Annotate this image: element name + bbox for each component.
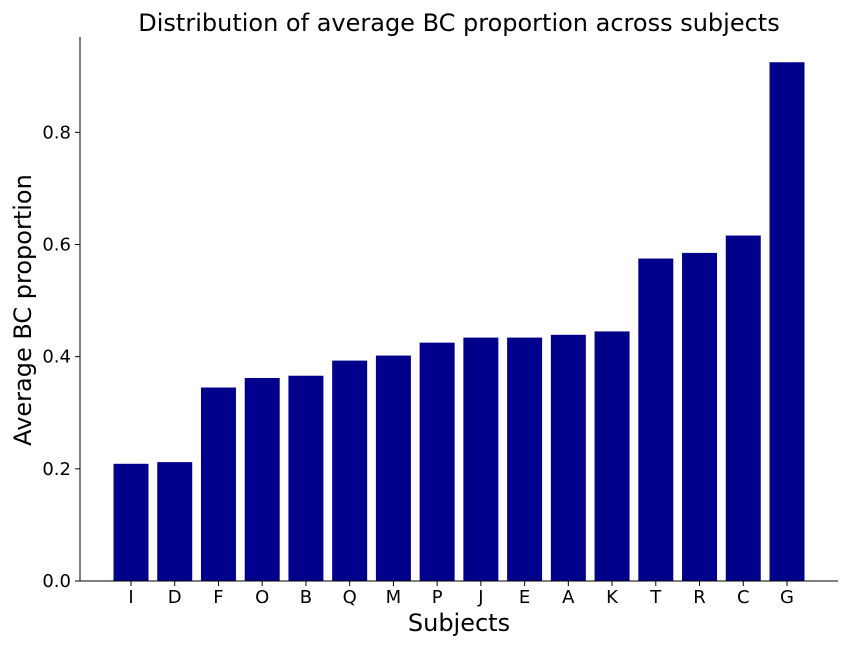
bar-F xyxy=(200,387,236,581)
bar-T xyxy=(638,258,674,581)
y-axis-label: Average BC proportion xyxy=(9,174,37,446)
bar-J xyxy=(463,337,499,581)
x-tick-label: D xyxy=(168,587,182,608)
y-tick-label: 0.4 xyxy=(42,347,71,368)
x-tick-label: T xyxy=(649,587,662,608)
x-tick-label: I xyxy=(128,587,133,608)
chart-title: Distribution of average BC proportion ac… xyxy=(138,9,779,37)
x-tick-label: E xyxy=(519,587,530,608)
y-tick-label: 0.8 xyxy=(42,122,71,143)
x-tick-label: G xyxy=(780,587,794,608)
bar-C xyxy=(725,235,761,581)
bar-Q xyxy=(332,360,368,581)
x-tick-label: O xyxy=(255,587,269,608)
bar-K xyxy=(594,331,630,581)
y-tick-label: 0.6 xyxy=(42,235,71,256)
y-tick-label: 0.0 xyxy=(42,571,71,592)
x-tick-label: A xyxy=(562,587,575,608)
x-tick-label: B xyxy=(300,587,312,608)
bar-R xyxy=(682,252,718,582)
x-tick-label: J xyxy=(477,587,483,608)
x-tick-label: Q xyxy=(343,587,357,608)
bar-O xyxy=(244,377,280,581)
x-tick-label: F xyxy=(213,587,223,608)
x-axis-label: Subjects xyxy=(408,609,510,637)
x-tick-label: C xyxy=(737,587,750,608)
y-tick-label: 0.2 xyxy=(42,459,71,480)
x-tick-label: R xyxy=(693,587,706,608)
bars-group xyxy=(113,62,805,582)
x-tick-label: M xyxy=(386,587,402,608)
bar-B xyxy=(288,375,324,581)
bar-M xyxy=(375,355,411,581)
bar-G xyxy=(769,62,805,582)
bar-P xyxy=(419,342,455,581)
bar-I xyxy=(113,463,149,581)
x-tick-label: K xyxy=(606,587,619,608)
bar-A xyxy=(550,334,586,581)
x-tick-label: P xyxy=(432,587,443,608)
bar-E xyxy=(507,337,543,581)
bar-D xyxy=(157,462,193,581)
y-axis-ticks: 0.0 0.2 0.4 0.6 0.8 xyxy=(42,122,80,592)
